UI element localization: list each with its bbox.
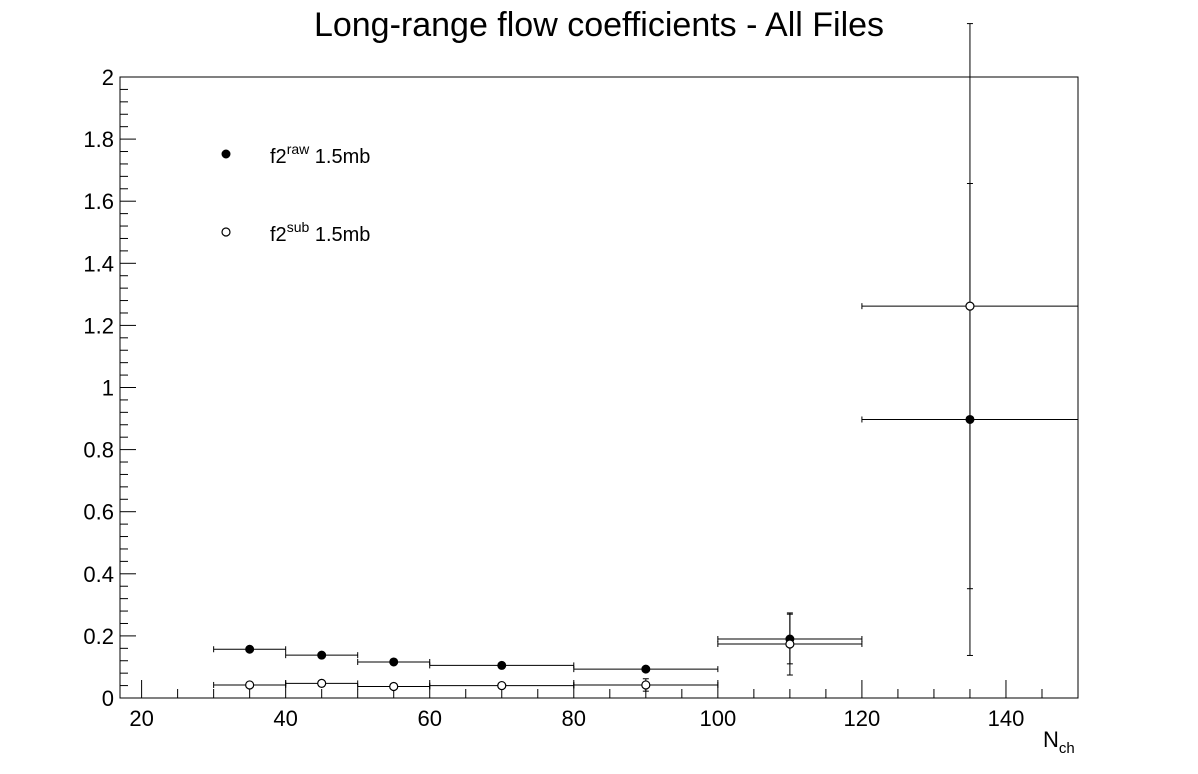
- data-point: [429, 660, 575, 670]
- open-circle-marker: [389, 681, 399, 692]
- x-tick-label: 60: [417, 706, 441, 731]
- data-point: [429, 680, 575, 691]
- y-tick-label: 1.4: [83, 251, 114, 276]
- filled-circle-marker: [245, 644, 255, 654]
- data-point: [285, 650, 359, 660]
- x-tick-label: 20: [129, 706, 153, 731]
- legend-filled-circle-marker: [221, 149, 231, 159]
- x-tick-label: 100: [699, 706, 736, 731]
- x-tick-label: 120: [844, 706, 881, 731]
- open-circle-marker: [785, 639, 795, 649]
- data-point: [213, 644, 287, 654]
- y-tick-label: 2: [102, 65, 114, 90]
- legend-label: f2sub 1.5mb: [270, 219, 370, 246]
- y-tick-label: 1.8: [83, 127, 114, 152]
- filled-circle-marker: [317, 650, 327, 660]
- series-layer: [213, 23, 1079, 692]
- y-tick-label: 0.2: [83, 624, 114, 649]
- legend-label: f2raw 1.5mb: [270, 141, 370, 168]
- x-axis-label: Nch: [1043, 727, 1075, 757]
- legend: f2raw 1.5mb f2sub 1.5mb: [221, 141, 370, 246]
- y-tick-label: 0.4: [83, 562, 114, 587]
- series-raw: [213, 183, 1079, 674]
- filled-circle-marker: [497, 660, 507, 670]
- legend-open-circle-marker: [221, 227, 231, 237]
- x-tick-label: 40: [273, 706, 297, 731]
- data-point: [285, 678, 359, 689]
- chart-title: Long-range flow coefficients - All Files: [314, 6, 884, 44]
- legend-entry: f2raw 1.5mb: [221, 141, 370, 168]
- y-tick-label: 0.6: [83, 500, 114, 525]
- data-point: [213, 680, 287, 690]
- data-point: [357, 657, 431, 667]
- x-tick-label: 140: [988, 706, 1025, 731]
- open-circle-marker: [317, 678, 327, 689]
- y-tick-label: 0: [102, 686, 114, 711]
- y-tick-label: 1.6: [83, 189, 114, 214]
- legend-entry: f2sub 1.5mb: [221, 219, 370, 246]
- data-point: [573, 678, 719, 692]
- axes: 0 0.2 0.4 0.6 0.8 1 1.2 1.4 1.6 1.8 2 20 40 60 80 100 12…: [83, 65, 1079, 731]
- filled-circle-marker: [641, 664, 651, 674]
- data-point: [717, 612, 863, 676]
- data-point: [573, 664, 719, 674]
- plot-frame: [119, 76, 1079, 699]
- y-tick-label: 1: [102, 376, 114, 401]
- y-tick-label: 0.8: [83, 438, 114, 463]
- x-tick-label: 80: [562, 706, 586, 731]
- open-circle-marker: [965, 301, 975, 311]
- open-circle-marker: [245, 680, 255, 690]
- open-circle-marker: [641, 680, 651, 690]
- series-sub: [213, 23, 1079, 692]
- open-circle-marker: [497, 680, 507, 691]
- data-point: [861, 23, 1079, 590]
- y-tick-label: 1.2: [83, 313, 114, 338]
- filled-circle-marker: [389, 657, 399, 667]
- data-point: [357, 681, 431, 692]
